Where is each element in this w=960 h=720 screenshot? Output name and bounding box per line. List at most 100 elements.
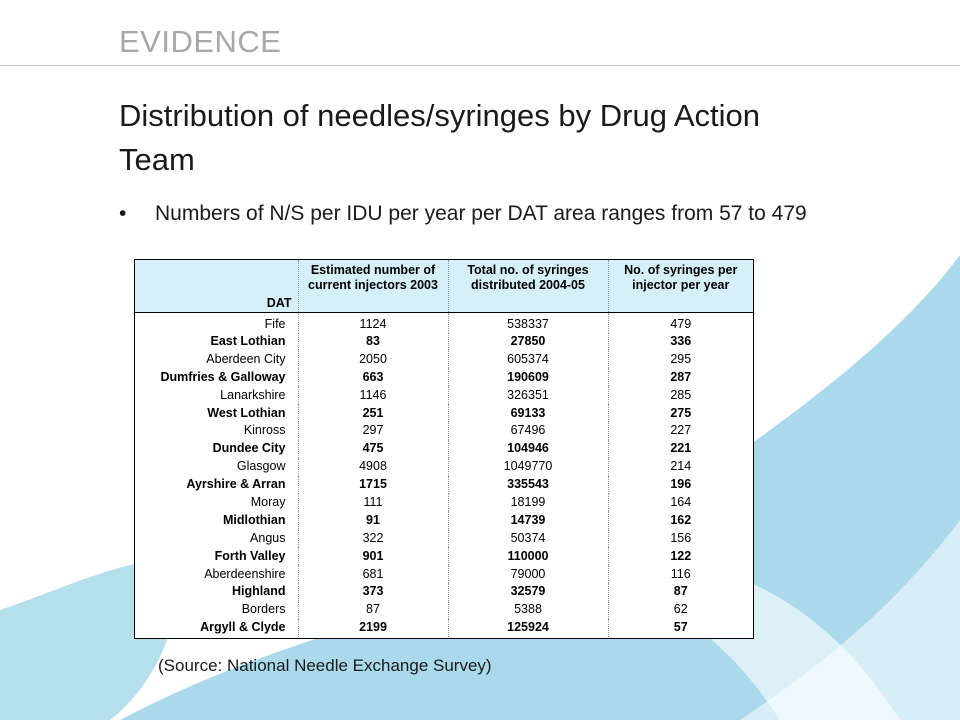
per-injector-cell: 295 xyxy=(607,350,753,369)
table-row: East Lothian 83 27850 336 xyxy=(135,332,753,351)
injectors-cell: 2050 xyxy=(297,350,448,369)
injectors-cell: 91 xyxy=(297,511,448,530)
source-note: (Source: National Needle Exchange Survey… xyxy=(158,656,492,675)
injectors-cell: 87 xyxy=(297,600,448,619)
syringes-cell: 1049770 xyxy=(447,457,608,476)
per-injector-cell: 156 xyxy=(607,529,753,548)
per-injector-cell: 164 xyxy=(607,493,753,512)
table-row: Argyll & Clyde 2199 125924 57 xyxy=(135,618,753,637)
dat-cell: Dundee City xyxy=(212,441,286,456)
table-row: Aberdeen City 2050 605374 295 xyxy=(135,350,753,369)
data-table: DAT Estimated number of current injector… xyxy=(134,259,754,639)
table-row: Midlothian 91 14739 162 xyxy=(135,511,753,530)
injectors-cell: 663 xyxy=(297,368,448,387)
syringes-cell: 326351 xyxy=(447,386,608,405)
syringes-cell: 50374 xyxy=(447,529,608,548)
dat-cell: Forth Valley xyxy=(214,548,286,563)
table-row: Forth Valley 901 110000 122 xyxy=(135,547,753,566)
per-injector-cell: 214 xyxy=(607,457,753,476)
per-injector-cell: 62 xyxy=(607,600,753,619)
table-row: Highland 373 32579 87 xyxy=(135,582,753,601)
per-injector-cell: 221 xyxy=(607,439,753,458)
syringes-cell: 18199 xyxy=(447,493,608,512)
table-row: Dundee City 475 104946 221 xyxy=(135,439,753,458)
table-row: Borders 87 5388 62 xyxy=(135,600,753,619)
dat-cell: Midlothian xyxy=(223,512,286,527)
dat-cell: Angus xyxy=(250,530,286,545)
dat-cell: Argyll & Clyde xyxy=(200,620,286,635)
header-divider xyxy=(0,65,960,66)
table-row: West Lothian 251 69133 275 xyxy=(135,404,753,422)
per-injector-cell: 287 xyxy=(607,368,753,387)
syringes-cell: 110000 xyxy=(447,547,608,566)
dat-cell: Ayrshire & Arran xyxy=(186,477,286,492)
per-injector-cell: 275 xyxy=(607,404,753,422)
syringes-cell: 335543 xyxy=(447,475,608,494)
per-injector-cell: 162 xyxy=(607,511,753,530)
per-injector-cell: 285 xyxy=(607,386,753,405)
syringes-cell: 14739 xyxy=(447,511,608,530)
dat-cell: Highland xyxy=(232,584,286,599)
slide-title: Distribution of needles/syringes by Drug… xyxy=(119,98,760,177)
table-row: Dumfries & Galloway 663 190609 287 xyxy=(135,368,753,387)
dat-cell: Dumfries & Galloway xyxy=(160,369,286,384)
per-injector-cell: 479 xyxy=(607,312,753,333)
syringes-cell: 69133 xyxy=(447,404,608,422)
table-row: Kinross 297 67496 227 xyxy=(135,421,753,440)
column-header: Total no. of syringes distributed 2004-0… xyxy=(447,260,608,313)
dat-cell: Borders xyxy=(241,602,286,617)
injectors-cell: 1146 xyxy=(297,386,448,405)
column-header: No. of syringes per injector per year xyxy=(607,260,753,313)
dat-cell: East Lothian xyxy=(210,333,286,348)
injectors-cell: 111 xyxy=(297,493,448,512)
injectors-cell: 322 xyxy=(297,529,448,548)
syringes-cell: 32579 xyxy=(447,582,608,601)
table-row: Fife 1124 538337 479 xyxy=(135,312,753,333)
injectors-cell: 83 xyxy=(297,332,448,351)
syringes-cell: 538337 xyxy=(447,312,608,333)
table-row: Glasgow 4908 1049770 214 xyxy=(135,457,753,476)
dat-cell: Kinross xyxy=(243,423,286,438)
syringes-cell: 67496 xyxy=(447,421,608,440)
syringes-cell: 79000 xyxy=(447,565,608,583)
per-injector-cell: 227 xyxy=(607,421,753,440)
per-injector-cell: 196 xyxy=(607,475,753,494)
table-row: Ayrshire & Arran 1715 335543 196 xyxy=(135,475,753,494)
per-injector-cell: 57 xyxy=(607,618,753,637)
dat-cell: West Lothian xyxy=(207,405,286,420)
injectors-cell: 1715 xyxy=(297,475,448,494)
table-row: Moray 111 18199 164 xyxy=(135,493,753,512)
injectors-cell: 1124 xyxy=(297,312,448,333)
bullet-icon: • xyxy=(119,202,127,225)
dat-cell: Fife xyxy=(264,316,286,331)
table-body: Fife 1124 538337 479 East Lothian 83 27850 336 A… xyxy=(135,312,753,637)
dat-cell: Aberdeenshire xyxy=(204,566,286,581)
table-row: Lanarkshire 1146 326351 285 xyxy=(135,386,753,405)
dat-cell: Glasgow xyxy=(236,459,286,474)
table-row: Aberdeenshire 681 79000 116 xyxy=(135,565,753,583)
syringes-cell: 125924 xyxy=(447,618,608,637)
dat-cell: Moray xyxy=(250,494,286,509)
column-header: DAT xyxy=(135,260,298,313)
table-row: Angus 322 50374 156 xyxy=(135,529,753,548)
injectors-cell: 901 xyxy=(297,547,448,566)
syringes-cell: 104946 xyxy=(447,439,608,458)
bullet-text: Numbers of N/S per IDU per year per DAT … xyxy=(155,202,807,225)
injectors-cell: 475 xyxy=(297,439,448,458)
injectors-cell: 373 xyxy=(297,582,448,601)
injectors-cell: 4908 xyxy=(297,457,448,476)
per-injector-cell: 116 xyxy=(607,565,753,583)
injectors-cell: 297 xyxy=(297,421,448,440)
table-header-row: DAT Estimated number of current injector… xyxy=(135,260,753,313)
syringes-cell: 605374 xyxy=(447,350,608,369)
syringes-cell: 190609 xyxy=(447,368,608,387)
dat-cell: Aberdeen City xyxy=(206,351,286,366)
header-label: EVIDENCE xyxy=(119,24,282,59)
dat-cell: Lanarkshire xyxy=(220,387,286,402)
syringes-cell: 5388 xyxy=(447,600,608,619)
per-injector-cell: 336 xyxy=(607,332,753,351)
syringes-cell: 27850 xyxy=(447,332,608,351)
column-header: Estimated number of current injectors 20… xyxy=(297,260,448,313)
injectors-cell: 2199 xyxy=(297,618,448,637)
per-injector-cell: 122 xyxy=(607,547,753,566)
